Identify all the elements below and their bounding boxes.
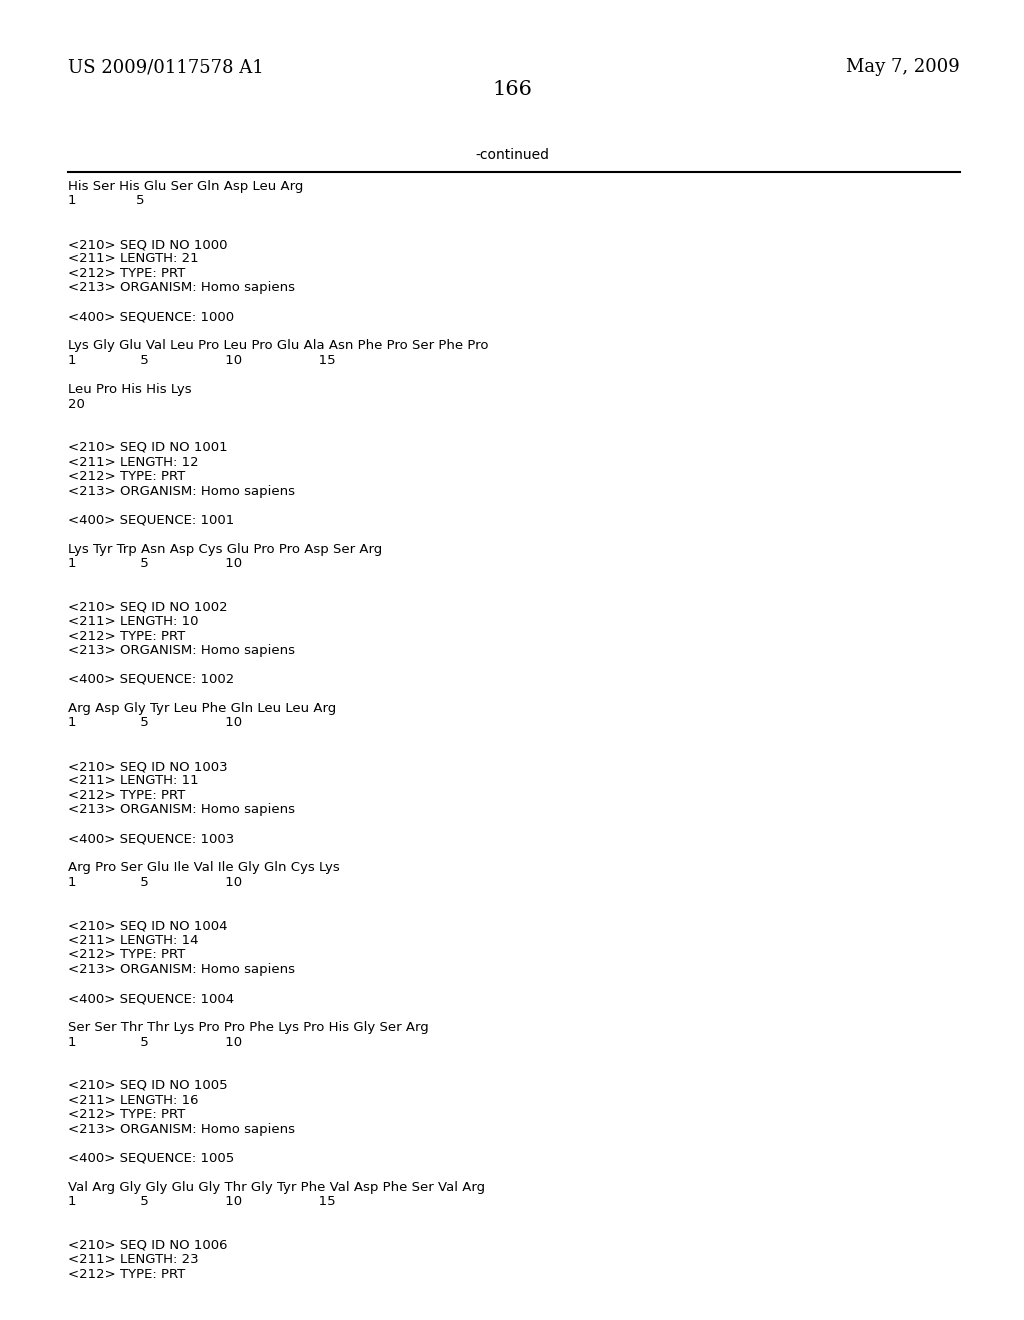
Text: <210> SEQ ID NO 1003: <210> SEQ ID NO 1003 — [68, 760, 227, 774]
Text: <211> LENGTH: 11: <211> LENGTH: 11 — [68, 775, 199, 788]
Text: <211> LENGTH: 10: <211> LENGTH: 10 — [68, 615, 199, 628]
Text: 1              5: 1 5 — [68, 194, 144, 207]
Text: <213> ORGANISM: Homo sapiens: <213> ORGANISM: Homo sapiens — [68, 804, 295, 817]
Text: <213> ORGANISM: Homo sapiens: <213> ORGANISM: Homo sapiens — [68, 1122, 295, 1135]
Text: Leu Pro His His Lys: Leu Pro His His Lys — [68, 383, 191, 396]
Text: <400> SEQUENCE: 1000: <400> SEQUENCE: 1000 — [68, 310, 234, 323]
Text: <213> ORGANISM: Homo sapiens: <213> ORGANISM: Homo sapiens — [68, 644, 295, 657]
Text: <400> SEQUENCE: 1002: <400> SEQUENCE: 1002 — [68, 673, 234, 686]
Text: Val Arg Gly Gly Glu Gly Thr Gly Tyr Phe Val Asp Phe Ser Val Arg: Val Arg Gly Gly Glu Gly Thr Gly Tyr Phe … — [68, 1180, 485, 1193]
Text: <400> SEQUENCE: 1004: <400> SEQUENCE: 1004 — [68, 993, 234, 1005]
Text: 1               5                  10: 1 5 10 — [68, 557, 242, 570]
Text: 1               5                  10: 1 5 10 — [68, 717, 242, 730]
Text: <211> LENGTH: 12: <211> LENGTH: 12 — [68, 455, 199, 469]
Text: <212> TYPE: PRT: <212> TYPE: PRT — [68, 470, 185, 483]
Text: <212> TYPE: PRT: <212> TYPE: PRT — [68, 267, 185, 280]
Text: <211> LENGTH: 21: <211> LENGTH: 21 — [68, 252, 199, 265]
Text: <212> TYPE: PRT: <212> TYPE: PRT — [68, 789, 185, 803]
Text: <210> SEQ ID NO 1006: <210> SEQ ID NO 1006 — [68, 1238, 227, 1251]
Text: <211> LENGTH: 14: <211> LENGTH: 14 — [68, 935, 199, 946]
Text: <400> SEQUENCE: 1001: <400> SEQUENCE: 1001 — [68, 513, 234, 527]
Text: <400> SEQUENCE: 1005: <400> SEQUENCE: 1005 — [68, 1151, 234, 1164]
Text: <212> TYPE: PRT: <212> TYPE: PRT — [68, 630, 185, 643]
Text: 1               5                  10: 1 5 10 — [68, 876, 242, 888]
Text: -continued: -continued — [475, 148, 549, 162]
Text: Lys Gly Glu Val Leu Pro Leu Pro Glu Ala Asn Phe Pro Ser Phe Pro: Lys Gly Glu Val Leu Pro Leu Pro Glu Ala … — [68, 339, 488, 352]
Text: His Ser His Glu Ser Gln Asp Leu Arg: His Ser His Glu Ser Gln Asp Leu Arg — [68, 180, 303, 193]
Text: <213> ORGANISM: Homo sapiens: <213> ORGANISM: Homo sapiens — [68, 964, 295, 975]
Text: <210> SEQ ID NO 1001: <210> SEQ ID NO 1001 — [68, 441, 227, 454]
Text: <212> TYPE: PRT: <212> TYPE: PRT — [68, 1267, 185, 1280]
Text: Arg Pro Ser Glu Ile Val Ile Gly Gln Cys Lys: Arg Pro Ser Glu Ile Val Ile Gly Gln Cys … — [68, 862, 340, 874]
Text: <213> ORGANISM: Homo sapiens: <213> ORGANISM: Homo sapiens — [68, 484, 295, 498]
Text: <400> SEQUENCE: 1003: <400> SEQUENCE: 1003 — [68, 833, 234, 846]
Text: 1               5                  10: 1 5 10 — [68, 1035, 242, 1048]
Text: <212> TYPE: PRT: <212> TYPE: PRT — [68, 949, 185, 961]
Text: <213> ORGANISM: Homo sapiens: <213> ORGANISM: Homo sapiens — [68, 281, 295, 294]
Text: 166: 166 — [493, 81, 531, 99]
Text: 1               5                  10                  15: 1 5 10 15 — [68, 1195, 336, 1208]
Text: 20: 20 — [68, 397, 85, 411]
Text: <210> SEQ ID NO 1005: <210> SEQ ID NO 1005 — [68, 1078, 227, 1092]
Text: <210> SEQ ID NO 1000: <210> SEQ ID NO 1000 — [68, 238, 227, 251]
Text: <210> SEQ ID NO 1002: <210> SEQ ID NO 1002 — [68, 601, 227, 614]
Text: Lys Tyr Trp Asn Asp Cys Glu Pro Pro Asp Ser Arg: Lys Tyr Trp Asn Asp Cys Glu Pro Pro Asp … — [68, 543, 382, 556]
Text: <211> LENGTH: 16: <211> LENGTH: 16 — [68, 1093, 199, 1106]
Text: US 2009/0117578 A1: US 2009/0117578 A1 — [68, 58, 264, 77]
Text: <210> SEQ ID NO 1004: <210> SEQ ID NO 1004 — [68, 920, 227, 932]
Text: <212> TYPE: PRT: <212> TYPE: PRT — [68, 1107, 185, 1121]
Text: 1               5                  10                  15: 1 5 10 15 — [68, 354, 336, 367]
Text: <211> LENGTH: 23: <211> LENGTH: 23 — [68, 1253, 199, 1266]
Text: Arg Asp Gly Tyr Leu Phe Gln Leu Leu Arg: Arg Asp Gly Tyr Leu Phe Gln Leu Leu Arg — [68, 702, 336, 715]
Text: Ser Ser Thr Thr Lys Pro Pro Phe Lys Pro His Gly Ser Arg: Ser Ser Thr Thr Lys Pro Pro Phe Lys Pro … — [68, 1020, 429, 1034]
Text: May 7, 2009: May 7, 2009 — [846, 58, 961, 77]
